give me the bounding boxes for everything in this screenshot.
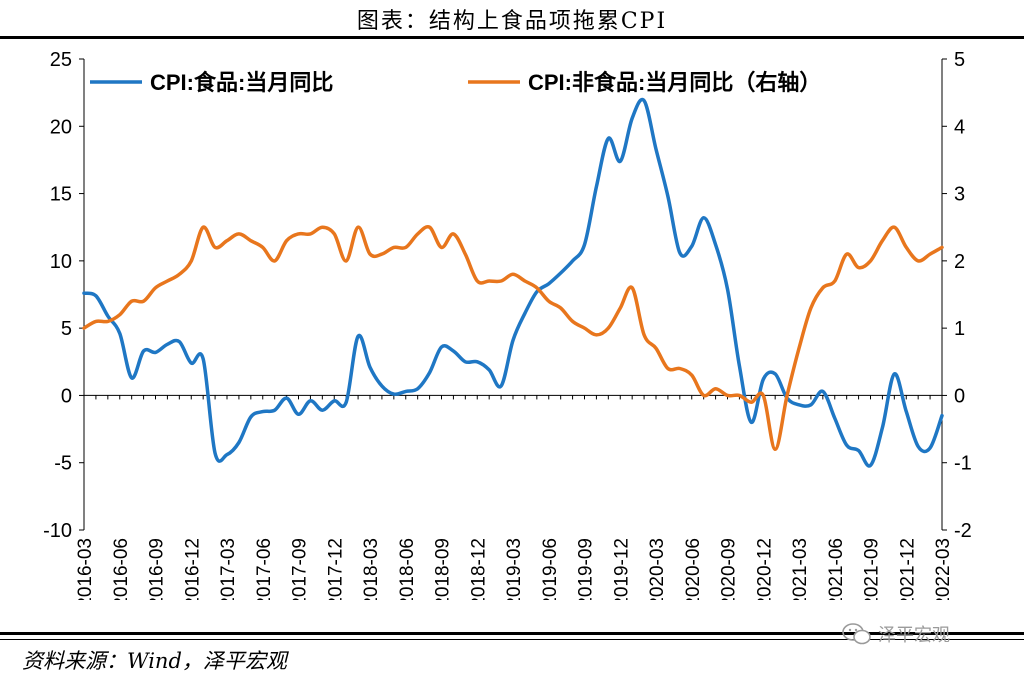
x-axis-tick-label: 2017-12 [325, 538, 346, 600]
x-axis-tick-label: 2016-09 [147, 538, 168, 600]
right-axis-tick-label: 2 [954, 251, 965, 273]
x-axis-tick-label: 2020-09 [719, 538, 740, 600]
bottom-rule-thin [0, 639, 1024, 640]
x-axis-tick-label: 2018-06 [397, 538, 418, 600]
x-axis-tick-label: 2019-09 [576, 538, 597, 600]
series-line-food [82, 97, 944, 468]
x-axis-tick-label: 2016-03 [75, 538, 96, 600]
legend-label-nonfood: CPI:非食品:当月同比（右轴） [528, 70, 821, 95]
x-axis-tick-label: 2018-12 [468, 538, 489, 600]
series-line-nonfood [82, 224, 944, 452]
right-axis-tick-label: -1 [954, 453, 972, 475]
chart-legend: CPI:食品:当月同比 CPI:非食品:当月同比（右轴） [90, 70, 821, 95]
x-axis-tick-label: 2017-03 [218, 538, 239, 600]
right-axis-tick-label: 1 [954, 318, 965, 340]
chart-series-lines [82, 97, 944, 468]
bottom-rule-thick [0, 632, 1024, 635]
x-axis-tick-label: 2016-12 [182, 538, 203, 600]
x-axis-tick-label: 2021-03 [790, 538, 811, 600]
left-axis-tick-label: 15 [50, 184, 72, 206]
x-axis-tick-label: 2020-06 [683, 538, 704, 600]
watermark-text: 泽平宏观 [878, 625, 950, 646]
watermark: 泽平宏观 [842, 619, 992, 649]
left-axis-tick-label: 0 [61, 385, 72, 407]
x-axis-tick-label: 2016-06 [111, 538, 132, 600]
x-axis-tick-label: 2017-06 [254, 538, 275, 600]
x-axis-tick-label: 2017-09 [290, 538, 311, 600]
x-axis-tick-label: 2021-09 [862, 538, 883, 600]
left-axis-tick-label: 20 [50, 116, 72, 138]
x-axis-tick-label: 2021-12 [897, 538, 918, 600]
x-axis-tick-label: 2020-12 [754, 538, 775, 600]
right-axis-tick-label: 0 [954, 385, 965, 407]
left-axis-tick-label: -10 [43, 520, 72, 542]
left-axis-tick-label: 5 [61, 318, 72, 340]
wechat-icon [842, 623, 871, 645]
left-axis-tick-label: 10 [50, 251, 72, 273]
x-axis-tick-label: 2022-03 [933, 538, 954, 600]
legend-label-food: CPI:食品:当月同比 [150, 70, 333, 95]
x-axis-tick-label: 2020-03 [647, 538, 668, 600]
left-axis-tick-label: -5 [54, 453, 72, 475]
x-axis-tick-label: 2021-06 [826, 538, 847, 600]
top-rule [0, 36, 1024, 39]
right-axis-tick-label: 3 [954, 184, 965, 206]
x-axis-tick-label: 2019-06 [540, 538, 561, 600]
source-note: 资料来源：Wind，泽平宏观 [22, 649, 287, 673]
right-axis-tick-label: -2 [954, 520, 972, 542]
x-axis-tick-label: 2018-09 [433, 538, 454, 600]
right-axis-tick-label: 4 [954, 116, 965, 138]
chart-title: 图表：结构上食品项拖累CPI [356, 9, 668, 34]
x-axis-tick-label: 2018-03 [361, 538, 382, 600]
x-axis-tick-label: 2019-03 [504, 538, 525, 600]
left-axis-tick-label: 25 [50, 49, 72, 71]
right-axis-tick-label: 5 [954, 49, 965, 71]
x-axis-tick-label: 2019-12 [611, 538, 632, 600]
